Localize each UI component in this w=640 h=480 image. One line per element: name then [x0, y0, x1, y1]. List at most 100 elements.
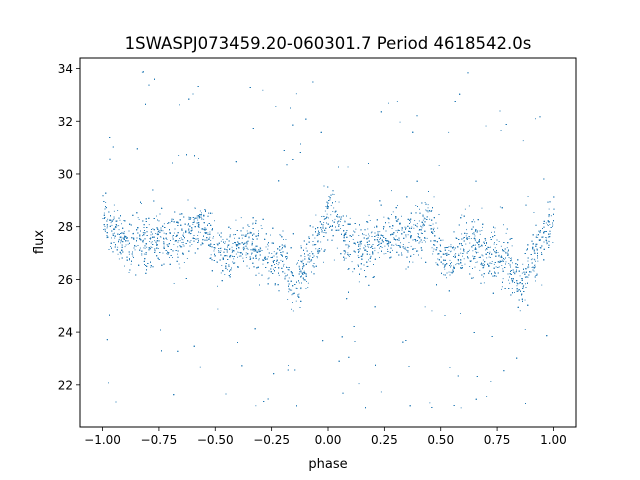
scatter-point: [452, 247, 454, 249]
scatter-point: [451, 262, 452, 263]
scatter-point: [307, 287, 309, 288]
scatter-point: [250, 258, 252, 259]
scatter-point: [283, 263, 285, 265]
scatter-point: [378, 244, 379, 245]
scatter-point: [281, 248, 283, 250]
scatter-point: [169, 257, 170, 258]
scatter-point: [534, 259, 536, 261]
scatter-point: [427, 211, 429, 213]
scatter-point: [302, 259, 304, 261]
scatter-point: [323, 216, 325, 217]
scatter-point: [522, 140, 524, 142]
scatter-point: [214, 247, 216, 249]
scatter-point: [548, 216, 550, 218]
scatter-point: [232, 251, 233, 252]
scatter-point: [456, 263, 458, 264]
scatter-point: [537, 260, 539, 262]
scatter-point: [469, 236, 470, 238]
scatter-point: [387, 248, 388, 250]
scatter-point: [374, 226, 375, 228]
scatter-point: [162, 230, 164, 232]
scatter-point: [429, 402, 431, 404]
scatter-point: [378, 242, 380, 243]
scatter-point: [365, 249, 367, 251]
scatter-point: [418, 220, 420, 222]
scatter-point: [345, 252, 347, 254]
scatter-point: [504, 250, 506, 252]
scatter-point: [453, 249, 455, 251]
scatter-point: [379, 231, 381, 233]
scatter-point: [179, 238, 180, 239]
scatter-point: [473, 219, 474, 221]
scatter-point: [506, 252, 508, 254]
scatter-point: [325, 217, 327, 219]
scatter-point: [361, 255, 363, 257]
scatter-point: [226, 269, 228, 271]
scatter-point: [539, 247, 541, 248]
scatter-point: [336, 247, 338, 249]
scatter-point: [273, 268, 274, 270]
scatter-point: [547, 225, 549, 226]
scatter-point: [291, 308, 292, 310]
scatter-point: [264, 258, 266, 260]
scatter-point: [541, 284, 543, 286]
scatter-point: [468, 238, 470, 239]
scatter-point: [332, 220, 333, 222]
scatter-point: [505, 232, 507, 234]
scatter-point: [415, 205, 417, 206]
scatter-point: [535, 280, 536, 282]
scatter-point: [475, 247, 476, 249]
scatter-point: [417, 250, 419, 252]
scatter-point: [143, 232, 145, 234]
scatter-point: [503, 224, 504, 226]
scatter-point: [536, 243, 538, 245]
scatter-point: [531, 267, 533, 268]
scatter-point: [284, 272, 286, 274]
scatter-point: [244, 247, 246, 249]
scatter-point: [433, 231, 435, 232]
scatter-point: [231, 246, 233, 248]
scatter-point: [209, 236, 211, 238]
scatter-point: [533, 248, 535, 250]
scatter-point: [430, 228, 432, 230]
scatter-point: [108, 382, 109, 384]
scatter-point: [420, 226, 422, 227]
scatter-point: [163, 238, 164, 240]
scatter-point: [481, 230, 483, 231]
scatter-point: [338, 229, 340, 231]
scatter-point: [383, 253, 385, 255]
scatter-point: [267, 245, 269, 247]
scatter-point: [363, 234, 365, 236]
scatter-point: [330, 205, 332, 206]
scatter-point: [224, 241, 226, 243]
scatter-point: [104, 229, 106, 231]
scatter-point: [333, 259, 335, 261]
scatter-point: [509, 258, 511, 259]
scatter-point: [224, 274, 226, 275]
scatter-point: [439, 244, 441, 246]
scatter-point: [404, 246, 406, 248]
scatter-point: [230, 254, 232, 256]
scatter-point: [490, 246, 491, 248]
scatter-point: [509, 282, 511, 284]
scatter-point: [292, 310, 294, 312]
scatter-point: [426, 216, 428, 218]
scatter-point: [427, 207, 429, 209]
scatter-point: [305, 288, 307, 289]
scatter-point: [316, 235, 318, 237]
scatter-point: [197, 222, 198, 224]
scatter-point: [437, 227, 439, 229]
scatter-point: [548, 240, 550, 242]
scatter-point: [214, 220, 215, 222]
scatter-point: [197, 219, 199, 221]
scatter-point: [111, 224, 113, 226]
scatter-point: [359, 245, 361, 247]
scatter-point: [438, 165, 440, 166]
scatter-point: [460, 407, 462, 409]
scatter-point: [449, 251, 451, 253]
scatter-point: [254, 247, 256, 249]
scatter-point: [182, 239, 184, 241]
scatter-point: [433, 248, 435, 250]
scatter-point: [505, 261, 507, 263]
scatter-point: [367, 221, 369, 223]
